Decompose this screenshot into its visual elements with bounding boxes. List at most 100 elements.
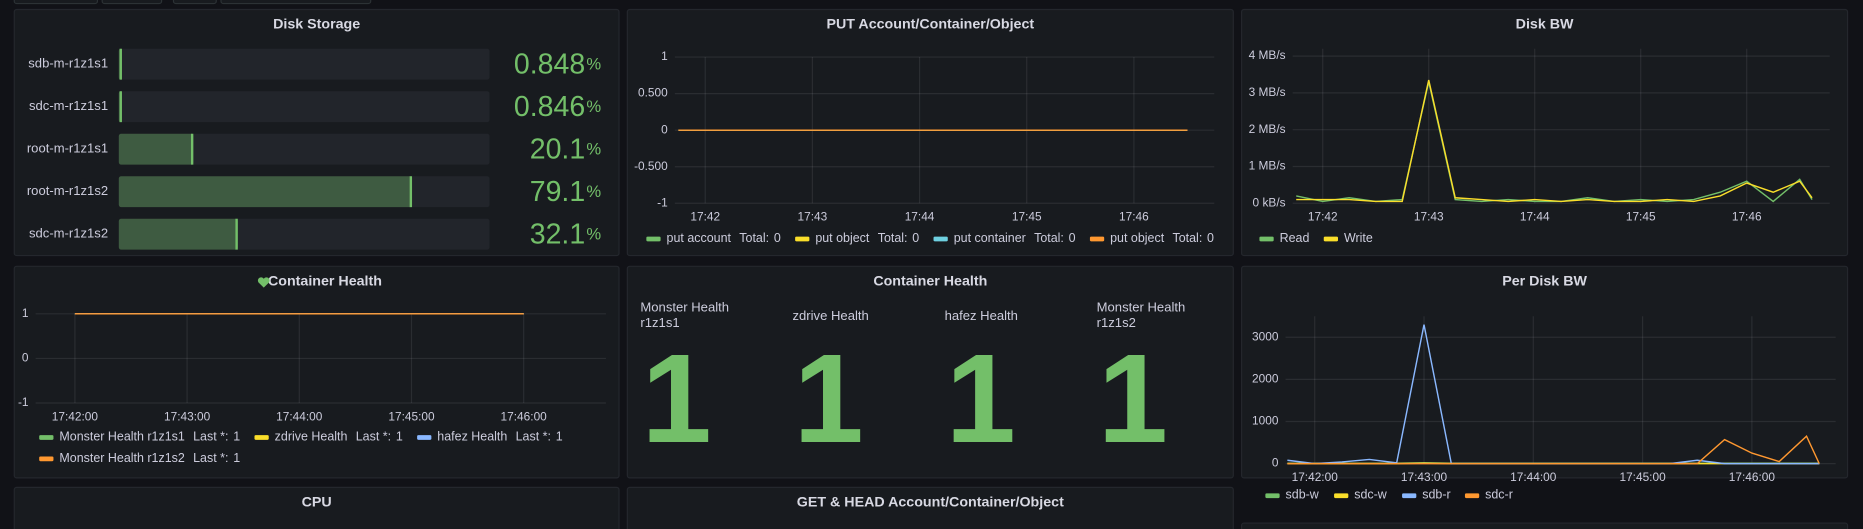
toolbar-button[interactable] bbox=[101, 0, 163, 5]
panel bbox=[626, 8, 1234, 257]
legend-swatch bbox=[39, 456, 54, 462]
series-line bbox=[1296, 79, 1813, 203]
legend-stat-value: 0 bbox=[912, 231, 919, 245]
legend-name: Read bbox=[1280, 231, 1310, 245]
stat-name-box: hafez Health bbox=[944, 308, 1018, 323]
legend-name: zdrive Health bbox=[275, 430, 348, 444]
legend-item[interactable]: put container Total: 0 bbox=[954, 231, 1076, 245]
panel bbox=[13, 486, 620, 529]
y-tick-label: 1 MB/s bbox=[1249, 159, 1286, 173]
panel-title: PUT Account/Container/Object bbox=[826, 17, 1034, 33]
gauge-track bbox=[118, 48, 490, 80]
x-tick-label: 17:45 bbox=[1626, 210, 1656, 224]
legend-item[interactable]: hafez Health Last *: 1 bbox=[437, 430, 562, 444]
x-tick-label: 17:45:00 bbox=[388, 409, 435, 423]
panel-title: CPU bbox=[302, 495, 332, 511]
legend-swatch bbox=[795, 236, 810, 242]
gauge-value: 0.846% bbox=[514, 90, 602, 122]
y-tick-label: 1000 bbox=[1252, 414, 1279, 428]
panel bbox=[626, 265, 1234, 479]
legend-swatch bbox=[1464, 493, 1480, 499]
panel-title: Per Disk BW bbox=[1502, 274, 1587, 290]
panel bbox=[1241, 8, 1849, 257]
legend-stat-value: 0 bbox=[1207, 231, 1214, 245]
toolbar-button[interactable] bbox=[172, 0, 217, 5]
toolbar-button[interactable] bbox=[13, 0, 99, 5]
legend-stat-label: Total: bbox=[1173, 231, 1203, 245]
stat-name-box: Monster Health r1z1s2 bbox=[1097, 301, 1186, 331]
stat-name-box: Monster Health r1z1s1 bbox=[640, 301, 729, 331]
x-tick-label: 17:44:00 bbox=[1510, 470, 1557, 484]
y-tick-label: -1 bbox=[18, 395, 29, 409]
legend-swatch bbox=[646, 236, 661, 242]
y-tick-label: 1 bbox=[661, 49, 668, 63]
stat-name-box: zdrive Health bbox=[792, 308, 869, 323]
x-tick-label: 17:44 bbox=[905, 210, 935, 224]
legend-swatch bbox=[1334, 493, 1349, 499]
y-tick-label: 0 bbox=[1272, 456, 1279, 470]
panel bbox=[626, 486, 1234, 529]
stat-value: 1 bbox=[642, 328, 712, 469]
legend-name: put object bbox=[1110, 231, 1165, 245]
legend-swatch bbox=[933, 236, 948, 242]
stat-name: zdrive Health bbox=[792, 308, 869, 323]
gauge-label: sdb-m-r1z1s1 bbox=[28, 56, 108, 71]
legend-stat-value: 0 bbox=[1069, 231, 1076, 245]
panel-title: Disk BW bbox=[1516, 17, 1574, 33]
legend-item[interactable]: sdc-w bbox=[1354, 488, 1388, 502]
value-unit: % bbox=[586, 55, 601, 74]
legend-item[interactable]: sdc-r bbox=[1485, 488, 1513, 502]
x-tick-label: 17:43 bbox=[798, 210, 828, 224]
legend-name: put container bbox=[954, 231, 1026, 245]
legend-item[interactable]: put object Total: 0 bbox=[815, 231, 919, 245]
y-tick-label: 4 MB/s bbox=[1249, 48, 1286, 62]
panel-title: Container Health bbox=[873, 274, 987, 290]
legend-item[interactable]: Monster Health r1z1s2 Last *: 1 bbox=[59, 451, 240, 465]
legend-name: put object bbox=[815, 231, 870, 245]
y-tick-label: 0 bbox=[661, 122, 668, 136]
x-tick-label: 17:42:00 bbox=[52, 409, 99, 423]
legend-item[interactable]: sdb-w bbox=[1286, 488, 1320, 502]
panel bbox=[1241, 265, 1849, 479]
panel bbox=[1241, 522, 1849, 529]
legend-stat-label: Total: bbox=[1034, 231, 1064, 245]
legend-stat-label: Last *: bbox=[516, 430, 551, 444]
legend-name: Monster Health r1z1s1 bbox=[59, 430, 184, 444]
legend-stat-value: 1 bbox=[233, 430, 240, 444]
stat-name: hafez Health bbox=[944, 308, 1018, 323]
x-tick-label: 17:43:00 bbox=[164, 409, 211, 423]
legend-item[interactable]: Read bbox=[1280, 231, 1310, 245]
y-tick-label: 3 MB/s bbox=[1249, 85, 1286, 99]
legend-swatch bbox=[417, 435, 432, 440]
legend-item[interactable]: Monster Health r1z1s1 Last *: 1 bbox=[59, 430, 240, 444]
value-number: 0.846 bbox=[514, 90, 585, 122]
gauge-label: root-m-r1z1s1 bbox=[27, 141, 108, 156]
legend-item[interactable]: put account Total: 0 bbox=[667, 231, 781, 245]
legend-item[interactable]: put object Total: 0 bbox=[1110, 231, 1214, 245]
toolbar-button[interactable] bbox=[220, 0, 372, 5]
x-tick-label: 17:45 bbox=[1012, 210, 1042, 224]
legend-stat-value: 0 bbox=[774, 231, 781, 245]
x-tick-label: 17:44 bbox=[1520, 210, 1550, 224]
gauge-label: root-m-r1z1s2 bbox=[27, 183, 108, 198]
gauge-track bbox=[118, 218, 490, 250]
gauge-bar bbox=[118, 218, 238, 250]
legend-swatch bbox=[1089, 236, 1105, 242]
legend-name: hafez Health bbox=[437, 430, 507, 444]
legend-name: sdb-r bbox=[1422, 488, 1450, 502]
legend-item[interactable]: sdb-r bbox=[1422, 488, 1450, 502]
legend-item[interactable]: zdrive Health Last *: 1 bbox=[275, 430, 403, 444]
x-tick-label: 17:46 bbox=[1732, 210, 1762, 224]
gauge-track bbox=[118, 176, 490, 208]
x-tick-label: 17:44:00 bbox=[276, 409, 323, 423]
legend-item[interactable]: Write bbox=[1344, 231, 1373, 245]
stat-value: 1 bbox=[1098, 328, 1168, 469]
y-tick-label: 2 MB/s bbox=[1249, 122, 1286, 136]
value-unit: % bbox=[586, 225, 601, 244]
panel bbox=[13, 265, 620, 479]
x-tick-label: 17:43 bbox=[1414, 210, 1444, 224]
stat-value: 1 bbox=[794, 328, 864, 469]
panel-title: GET & HEAD Account/Container/Object bbox=[797, 495, 1064, 511]
